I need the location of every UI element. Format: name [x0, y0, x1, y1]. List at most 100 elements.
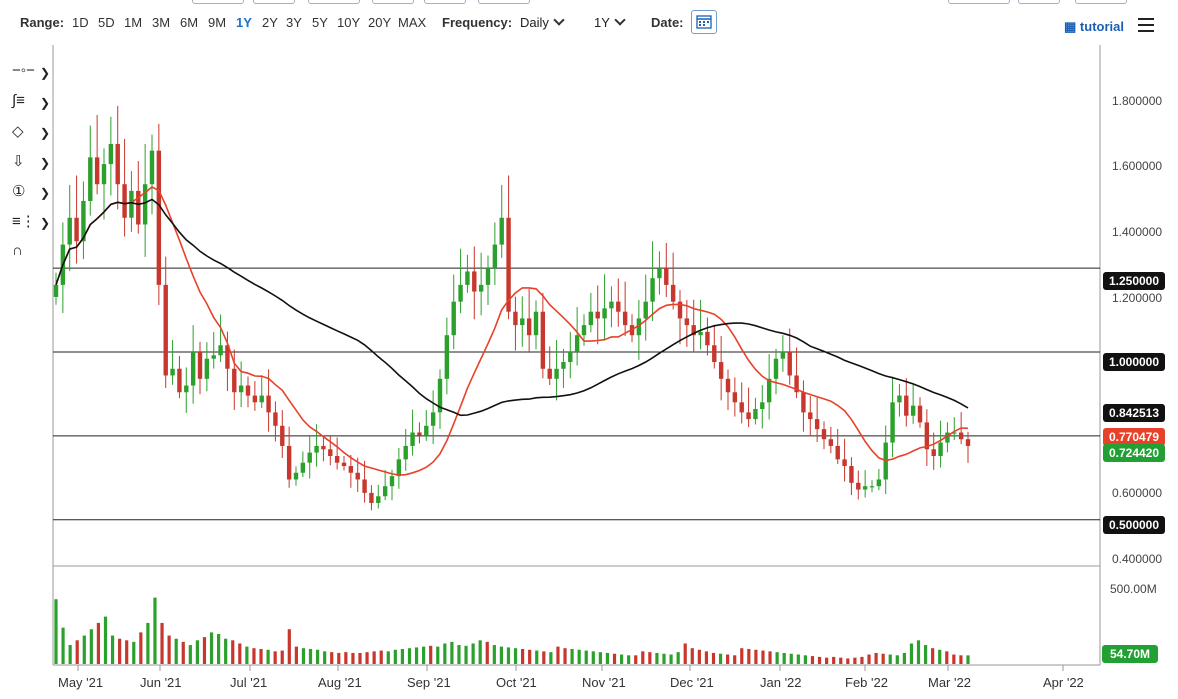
volume-bar [952, 654, 956, 664]
range-button-10y[interactable]: 10Y [337, 15, 361, 30]
crosshair-tool[interactable]: −◦− ❯ [12, 62, 51, 86]
volume-bar [825, 657, 829, 664]
volume-bar [61, 627, 65, 664]
volume-bar [810, 656, 815, 664]
volume-bar [75, 640, 79, 664]
arrow-tool[interactable]: ⇩ ❯ [12, 152, 50, 176]
candle-body [513, 311, 518, 326]
volume-bar [167, 635, 171, 664]
candle-body [197, 351, 203, 379]
range-button-9m[interactable]: 9M [208, 15, 227, 30]
x-tick-label: Aug '21 [318, 675, 362, 690]
range-button-6m[interactable]: 6M [180, 15, 199, 30]
top-tab[interactable] [424, 0, 466, 4]
volume-bar [683, 643, 687, 664]
candle-body [101, 164, 107, 185]
top-tab[interactable] [308, 0, 360, 4]
candle-body [828, 439, 834, 446]
candle-body [897, 395, 902, 403]
menu-icon[interactable] [1138, 18, 1154, 36]
tutorial-link[interactable]: ▦ tutorial [1064, 19, 1124, 35]
volume-bar [146, 622, 150, 664]
volume-bar [407, 648, 412, 664]
number-annotation-icon: ① [12, 183, 26, 200]
line-tools[interactable]: ∫≡ ❯ [12, 92, 50, 116]
volume-bar [648, 652, 652, 664]
volume-bar [521, 648, 525, 664]
candle-body [622, 311, 628, 326]
top-tab[interactable] [948, 0, 1010, 4]
price-tag: 0.724420 [1103, 444, 1165, 462]
candle-body [403, 445, 408, 460]
volume-bar [386, 651, 390, 664]
candle-body [814, 419, 820, 430]
range-button-1y[interactable]: 1Y [236, 15, 252, 30]
range-button-1d[interactable]: 1D [72, 15, 89, 30]
top-tab[interactable] [1075, 0, 1127, 4]
top-tab[interactable] [372, 0, 414, 4]
top-tab[interactable] [478, 0, 530, 4]
range-button-1m[interactable]: 1M [124, 15, 143, 30]
volume-bar [273, 651, 277, 664]
volume-bar [938, 649, 942, 664]
candle-body [307, 452, 312, 463]
calendar-button[interactable] [691, 10, 717, 34]
top-tab[interactable] [1018, 0, 1060, 4]
top-tab[interactable] [253, 0, 295, 4]
range-button-20y[interactable]: 20Y [368, 15, 392, 30]
range-button-5y[interactable]: 5Y [312, 15, 328, 30]
candle-body [156, 150, 162, 285]
volume-bar [923, 645, 928, 664]
volume-bar [436, 646, 440, 664]
volume-bar [846, 658, 850, 664]
line-tools-icon: ∫≡ [12, 92, 25, 109]
top-tab[interactable] [192, 0, 244, 4]
range-button-max[interactable]: MAX [398, 15, 427, 30]
range-button-3y[interactable]: 3Y [286, 15, 302, 30]
candle-body [725, 378, 731, 393]
volume-bar [188, 645, 192, 664]
indicators-tool[interactable]: ≡⋮ ❯ [12, 212, 50, 236]
candle-body [753, 409, 758, 420]
volume-bar [612, 653, 617, 664]
candle-body [677, 301, 683, 319]
candle-body [300, 462, 306, 473]
volume-bar [89, 629, 93, 664]
candle-body [801, 392, 806, 413]
volume-bar [591, 651, 595, 664]
candle-body [492, 244, 498, 269]
magnet-tool[interactable]: ∩ [12, 242, 48, 266]
candle-body [924, 422, 930, 450]
range-button-5d[interactable]: 5D [98, 15, 115, 30]
volume-bar [110, 635, 115, 664]
candle-body [328, 449, 333, 456]
shapes-tool[interactable]: ◇ ❯ [12, 122, 50, 146]
period-select[interactable]: 1Y [594, 14, 626, 30]
volume-bar [195, 640, 199, 664]
candle-body [670, 284, 676, 302]
candle-body [862, 486, 868, 490]
candle-body [115, 143, 120, 185]
x-tick-label: Jul '21 [230, 675, 268, 690]
candle-body [773, 358, 779, 379]
candle-body [252, 395, 258, 403]
volume-bar [761, 650, 765, 664]
candle-body [382, 486, 388, 497]
candle-body [430, 412, 436, 426]
candle-body [712, 345, 717, 363]
volume-bar [669, 654, 673, 664]
range-button-3m[interactable]: 3M [152, 15, 171, 30]
x-tick-label: May '21 [58, 675, 104, 690]
number-tool[interactable]: ① ❯ [12, 182, 50, 206]
frequency-select[interactable]: Daily [520, 14, 565, 30]
candle-body [499, 217, 504, 245]
range-button-2y[interactable]: 2Y [262, 15, 278, 30]
candle-body [958, 432, 964, 440]
volume-bar [315, 649, 320, 664]
candle-body [931, 449, 936, 456]
volume-bar [202, 637, 207, 664]
chevron-right-icon: ❯ [40, 66, 51, 80]
volume-bar [443, 643, 447, 664]
volume-bar [217, 633, 221, 664]
